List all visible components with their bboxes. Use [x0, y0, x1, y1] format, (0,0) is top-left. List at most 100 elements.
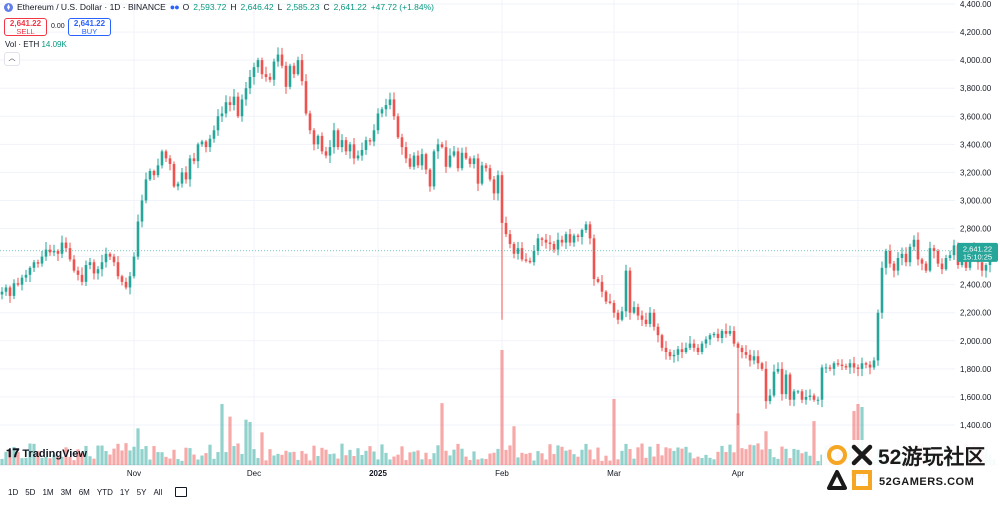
candle-body [328, 147, 332, 156]
candle-body [244, 88, 248, 100]
symbol-title[interactable]: Ethereum / U.S. Dollar · 1D · BINANCE [17, 2, 166, 12]
watermark-shapes-icon [827, 444, 873, 490]
volume-bar [396, 454, 400, 465]
volume-bar [504, 449, 508, 465]
candle-body [248, 76, 252, 89]
volume-bar [604, 455, 608, 465]
volume-bar [756, 443, 760, 465]
candle-body [660, 335, 664, 348]
candle-body [860, 363, 864, 369]
candle-body [936, 250, 940, 264]
candle-body [296, 60, 300, 75]
time-axis[interactable]: NovDec2025FebMarAprMay [127, 469, 866, 478]
range-1d[interactable]: 1D [8, 487, 19, 497]
volume-bar [408, 452, 412, 465]
candle-body [152, 170, 156, 176]
candle-body [360, 149, 364, 156]
candle-body [640, 315, 644, 320]
volume-bar [488, 453, 492, 465]
volume-bar [816, 460, 820, 465]
buy-button[interactable]: 2,641.22 BUY [68, 18, 111, 36]
candle-body [348, 144, 352, 152]
collapse-legend-button[interactable]: ︿ [4, 52, 20, 66]
candle-body [408, 158, 412, 167]
candle-body [556, 239, 560, 250]
volume-bar [232, 446, 236, 465]
candle-body [396, 116, 400, 138]
volume-bar [372, 451, 376, 465]
volume-bar [468, 459, 472, 465]
price-tick-label: 4,400.00 [960, 0, 992, 9]
candle-body [588, 224, 592, 239]
candle-body [380, 109, 384, 114]
candle-body [276, 54, 280, 62]
range-all[interactable]: All [153, 487, 163, 497]
candle-body [536, 238, 540, 251]
volume-bar [84, 445, 88, 465]
sell-button[interactable]: 2,641.22 SELL [4, 18, 47, 36]
volume-bar [204, 453, 208, 465]
volume-bar [280, 454, 284, 465]
candle-body [512, 243, 516, 254]
range-1m[interactable]: 1M [42, 487, 54, 497]
range-1y[interactable]: 1Y [119, 487, 130, 497]
volume-bar [428, 459, 432, 465]
candle-body [104, 253, 108, 263]
candle-body [336, 130, 340, 148]
volume-bar [368, 446, 372, 465]
candle-body [0, 291, 4, 295]
candle-body [320, 135, 324, 152]
price-tick-label: 3,400.00 [960, 140, 992, 149]
volume-bar [356, 448, 360, 465]
candle-body [372, 130, 376, 142]
volume-bar [644, 457, 648, 465]
volume-bar [36, 451, 40, 465]
calendar-icon[interactable] [175, 487, 188, 497]
candle-body [680, 349, 684, 353]
candle-body [100, 262, 104, 270]
volume-bar [88, 456, 92, 465]
volume-bar [320, 447, 324, 465]
volume-bar [724, 451, 728, 465]
more-dots-icon[interactable]: ●● [169, 2, 180, 12]
candle-body [20, 277, 24, 285]
candle-body [608, 301, 612, 303]
tradingview-logo[interactable]: 𝟏𝟕 TradingView [6, 446, 87, 461]
open-label: O [182, 2, 190, 12]
price-axis[interactable]: 1,400.00 1,600.00 1,800.00 2,000.00 2,200.00… [960, 0, 992, 430]
volume-bar [636, 447, 640, 465]
time-tick-label: Mar [607, 469, 621, 478]
candle-body [560, 239, 564, 243]
range-5y[interactable]: 5Y [136, 487, 147, 497]
volume-bar [424, 452, 428, 465]
candle-body [192, 158, 196, 162]
candle-body [596, 279, 600, 282]
candle-body [264, 74, 268, 77]
volume-bar [772, 457, 776, 465]
candle-body [404, 147, 408, 159]
range-ytd[interactable]: YTD [96, 487, 113, 497]
candle-body [48, 249, 52, 253]
volume-bar [564, 450, 568, 465]
candle-body [836, 363, 840, 365]
volume-bar [164, 456, 168, 465]
candle-body [56, 250, 60, 254]
candle-body [772, 371, 776, 396]
candle-body [928, 248, 932, 271]
volume-bar [128, 450, 132, 465]
candle-body [488, 168, 492, 180]
range-5d[interactable]: 5D [25, 487, 36, 497]
range-3m[interactable]: 3M [60, 487, 72, 497]
candle-body [540, 238, 544, 240]
volume-bar [228, 416, 232, 465]
candle-body [332, 130, 336, 148]
watermark-title: 52游玩社区 [878, 446, 986, 469]
volume-bar [684, 446, 688, 465]
volume-bar [304, 453, 308, 465]
volume-bar [776, 458, 780, 465]
candle-body [572, 235, 576, 243]
volume-bar [548, 444, 552, 465]
range-6m[interactable]: 6M [78, 487, 90, 497]
